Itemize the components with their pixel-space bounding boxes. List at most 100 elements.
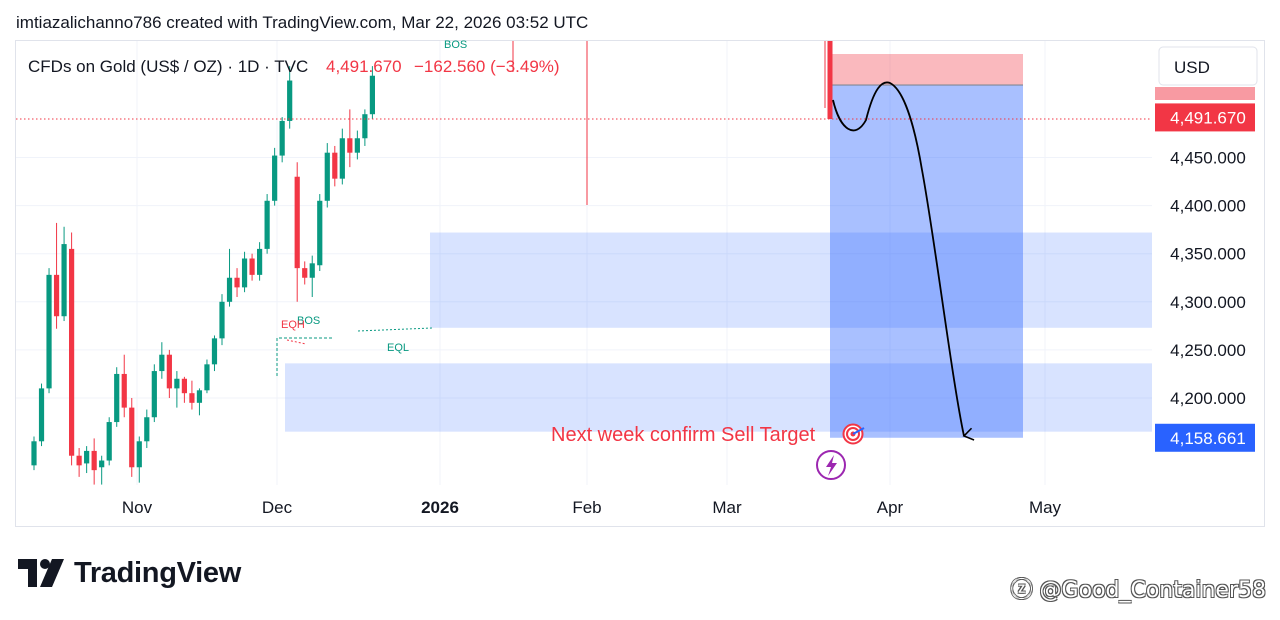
upper-demand-zone	[430, 232, 1152, 328]
candle-body	[53, 274, 60, 317]
candle-body	[144, 417, 150, 442]
x-tick-label: Mar	[712, 498, 742, 517]
candle-body	[369, 75, 375, 115]
tradingview-logo[interactable]: TradingView	[18, 556, 241, 590]
candle-body	[189, 393, 195, 403]
price-tag-label: 4,158.661	[1170, 429, 1246, 448]
chart-frame[interactable]	[15, 40, 1265, 527]
candle-body	[166, 354, 172, 389]
candle-body	[61, 244, 67, 317]
candle-body	[324, 152, 330, 201]
candle-body	[76, 455, 82, 466]
lightning-icon[interactable]	[816, 450, 846, 480]
hidden-price-tag	[1155, 87, 1255, 100]
candle-body	[272, 155, 278, 201]
gridlines	[16, 41, 1152, 485]
time-axis: Nov Dec 2026 Feb Mar Apr May	[122, 498, 1062, 517]
candle-body	[226, 277, 233, 302]
candle-body	[211, 338, 218, 365]
bos-left-line	[276, 337, 334, 376]
bos-left-label: BOS	[297, 315, 320, 327]
candle-body	[332, 152, 338, 179]
candle-body	[279, 120, 285, 156]
candle-body	[264, 200, 270, 249]
candle-body	[181, 378, 187, 394]
eqh-line	[286, 339, 307, 345]
currency-label[interactable]: USD	[1174, 58, 1210, 77]
bos-top-label: BOS	[444, 39, 467, 51]
zones	[285, 232, 1152, 432]
eql-label: EQL	[387, 342, 409, 354]
candle-body	[159, 354, 165, 372]
candle-body	[106, 422, 112, 461]
candle-body	[151, 371, 157, 418]
watermark-text: ⓩ @Good_Container58	[1010, 578, 1266, 603]
candle-body	[91, 450, 97, 471]
x-tick-label: 2026	[421, 498, 459, 517]
candle-body	[38, 388, 45, 442]
price-tags: 4,491.670 4,158.661	[1155, 87, 1255, 452]
price-change-info: −162.560 (−3.49%)	[414, 57, 560, 76]
y-tick-label: 4,300.000	[1170, 293, 1246, 312]
stop-loss-zone	[830, 54, 1023, 85]
x-tick-label: Dec	[262, 498, 293, 517]
currency-button-box	[1158, 46, 1258, 86]
price-tag-box	[1155, 423, 1255, 452]
candle-body	[827, 41, 833, 119]
short-position-tool	[830, 54, 1023, 438]
target-emoji-icon	[842, 423, 865, 445]
candle-body	[99, 460, 105, 468]
candle-body	[241, 258, 248, 288]
candle-body	[129, 407, 135, 468]
y-tick-label: 4,450.000	[1170, 149, 1246, 168]
candle-body	[339, 138, 345, 179]
candle-body	[219, 301, 225, 339]
lower-demand-zone	[285, 363, 1152, 432]
x-tick-label: May	[1029, 498, 1062, 517]
target-text: Next week confirm Sell Target	[551, 424, 816, 446]
candle-body	[354, 138, 360, 153]
candle-body	[302, 268, 308, 278]
candle-body	[114, 373, 120, 423]
candle-body	[136, 441, 142, 468]
y-tick-label: 4,250.000	[1170, 341, 1246, 360]
projection-arrow	[832, 81, 975, 441]
candle-body	[309, 263, 315, 278]
candle-body	[317, 200, 323, 266]
candle-body	[196, 390, 203, 403]
y-tick-label: 4,350.000	[1170, 245, 1246, 264]
candle-body	[174, 378, 180, 389]
price-tag-box	[1155, 103, 1255, 132]
candle-body	[294, 176, 300, 269]
tradingview-logo-icon	[18, 559, 64, 587]
candles	[31, 41, 833, 485]
candle-body	[362, 114, 368, 139]
tradingview-brand: TradingView	[74, 556, 241, 589]
candle-body	[121, 373, 127, 408]
candle-body	[31, 441, 37, 466]
candle-body	[234, 277, 240, 288]
y-tick-label: 4,400.000	[1170, 197, 1246, 216]
candle-body	[287, 80, 293, 121]
last-price-info: 4,491.670	[326, 57, 402, 76]
symbol-info: CFDs on Gold (US$ / OZ) · 1D · TVC	[28, 57, 308, 76]
take-profit-zone	[830, 85, 1023, 438]
candle-body	[84, 450, 90, 464]
x-tick-label: Nov	[122, 498, 153, 517]
eqh-label: EQH	[281, 319, 305, 331]
chart-attribution: imtiazalichanno786 created with TradingV…	[16, 13, 589, 32]
candle-body	[69, 248, 75, 456]
price-axis: 4,450.000 4,400.000 4,350.000 4,300.000 4,25…	[1170, 149, 1246, 409]
x-tick-label: Feb	[572, 498, 601, 517]
candle-body	[204, 364, 210, 391]
candle-body	[257, 248, 263, 275]
eql-line	[357, 327, 433, 332]
candle-body	[249, 258, 255, 275]
y-tick-label: 4,200.000	[1170, 389, 1246, 408]
x-tick-label: Apr	[877, 498, 904, 517]
candle-body	[347, 138, 353, 153]
candle-body	[46, 274, 52, 389]
price-tag-label: 4,491.670	[1170, 108, 1246, 127]
